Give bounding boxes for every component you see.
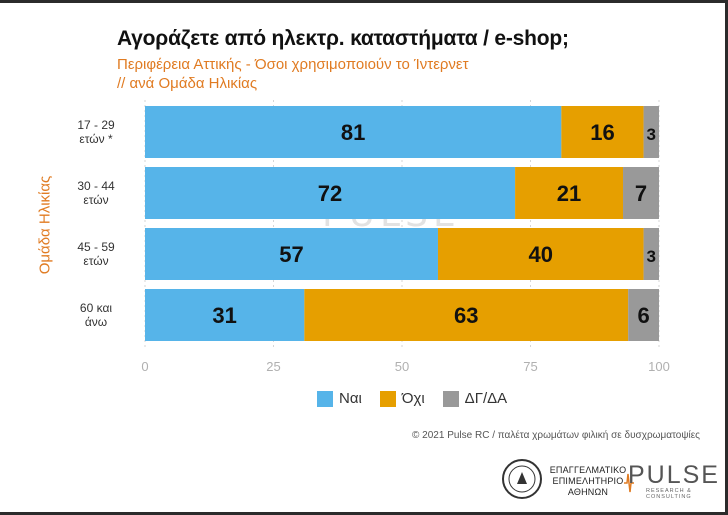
- x-tick-label-0: 0: [141, 359, 148, 374]
- frame-right-border: [725, 0, 728, 515]
- subtitle-line-2: // ανά Ομάδα Ηλικίας: [117, 75, 258, 92]
- chart-subtitle: Περιφέρεια Αττικής - Όσοι χρησιμοποιούν …: [117, 55, 469, 93]
- seal-emblem-icon: [508, 465, 536, 493]
- data-label-0-series-0: 81: [341, 120, 365, 145]
- data-label-2-series-0: 57: [279, 242, 303, 267]
- bar-2-series-1: [437, 228, 644, 280]
- legend-item-yes: Ναι: [317, 390, 362, 407]
- category-label-1: 30 - 44 ετών: [77, 179, 115, 207]
- legend-swatch-dk: [442, 390, 459, 407]
- category-label-line: ετών *: [79, 132, 113, 146]
- bar-0-series-0: [145, 106, 562, 158]
- pulse-logo-text: PULSE: [628, 461, 720, 489]
- x-tick-label-25: 25: [266, 359, 280, 374]
- category-label-line: άνω: [85, 315, 107, 329]
- legend-label-yes: Ναι: [339, 390, 362, 407]
- legend-label-dk: ΔΓ/ΔΑ: [464, 390, 508, 407]
- chamber-line-1: ΕΠΑΓΓΕΛΜΑΤΙΚΟ: [549, 465, 627, 475]
- legend-item-dk: ΔΓ/ΔΑ: [442, 390, 508, 407]
- data-label-3-series-0: 31: [212, 303, 236, 328]
- category-label-line: 17 - 29: [77, 118, 115, 132]
- bar-1-series-2: [623, 167, 659, 219]
- legend-swatch-yes: [317, 390, 333, 407]
- data-label-0-series-2: 3: [647, 125, 656, 144]
- pulse-logo-tagline: RESEARCH & CONSULTING: [646, 488, 692, 500]
- bar-0-series-1: [561, 106, 644, 158]
- bar-2-series-2: [643, 228, 659, 280]
- x-tick-label-50: 50: [395, 359, 409, 374]
- chamber-line-3: ΑΘΗΝΩΝ: [567, 487, 609, 497]
- bar-2-series-0: [145, 228, 438, 280]
- bar-3-series-0: [145, 289, 305, 341]
- bar-3-series-1: [304, 289, 629, 341]
- data-label-1-series-0: 72: [318, 181, 342, 206]
- bar-1-series-1: [515, 167, 624, 219]
- category-label-2: 45 - 59 ετών: [77, 240, 115, 268]
- data-label-2-series-2: 3: [647, 247, 656, 266]
- category-label-line: ετών: [83, 193, 108, 207]
- chart-legend: Ναι Όχι ΔΓ/ΔΑ: [317, 390, 525, 407]
- bar-1-series-0: [145, 167, 516, 219]
- frame-bottom-border: [0, 512, 728, 515]
- chamber-name: ΕΠΑΓΓΕΛΜΑΤΙΚΟ ΕΠΙΜΕΛΗΤΗΡΙΟ ΑΘΗΝΩΝ: [549, 465, 627, 498]
- category-label-0: 17 - 29 ετών *: [77, 118, 115, 146]
- data-label-3-series-2: 6: [637, 303, 649, 328]
- data-label-2-series-1: 40: [529, 242, 553, 267]
- pulse-logo: PULSE RESEARCH & CONSULTING: [628, 461, 728, 501]
- category-label-line: ετών: [83, 254, 108, 268]
- legend-item-no: Όχι: [379, 390, 425, 407]
- copyright-footer: © 2021 Pulse RC / παλέτα χρωμάτων φιλική…: [412, 430, 700, 441]
- chamber-line-2: ΕΠΙΜΕΛΗΤΗΡΙΟ: [552, 476, 624, 486]
- data-label-1-series-2: 7: [635, 181, 647, 206]
- bar-0-series-2: [643, 106, 659, 158]
- x-tick-label-75: 75: [523, 359, 537, 374]
- chart-title: Αγοράζετε από ηλεκτρ. καταστήματα / e-sh…: [117, 27, 569, 50]
- pulse-wave-icon: [624, 473, 634, 493]
- legend-label-no: Όχι: [401, 390, 425, 407]
- bar-3-series-2: [628, 289, 659, 341]
- data-label-1-series-1: 21: [557, 181, 581, 206]
- data-label-0-series-1: 16: [590, 120, 614, 145]
- category-label-line: 45 - 59: [77, 240, 115, 254]
- subtitle-line-1: Περιφέρεια Αττικής - Όσοι χρησιμοποιούν …: [117, 56, 469, 73]
- legend-swatch-no: [379, 390, 396, 407]
- chamber-seal-logo: [502, 459, 542, 499]
- data-label-3-series-1: 63: [454, 303, 478, 328]
- category-label-line: 30 - 44: [77, 179, 115, 193]
- category-label-line: 60 και: [80, 301, 112, 315]
- category-label-3: 60 και άνω: [80, 301, 112, 329]
- x-tick-label-100: 100: [648, 359, 670, 374]
- frame-top-border: [0, 0, 728, 3]
